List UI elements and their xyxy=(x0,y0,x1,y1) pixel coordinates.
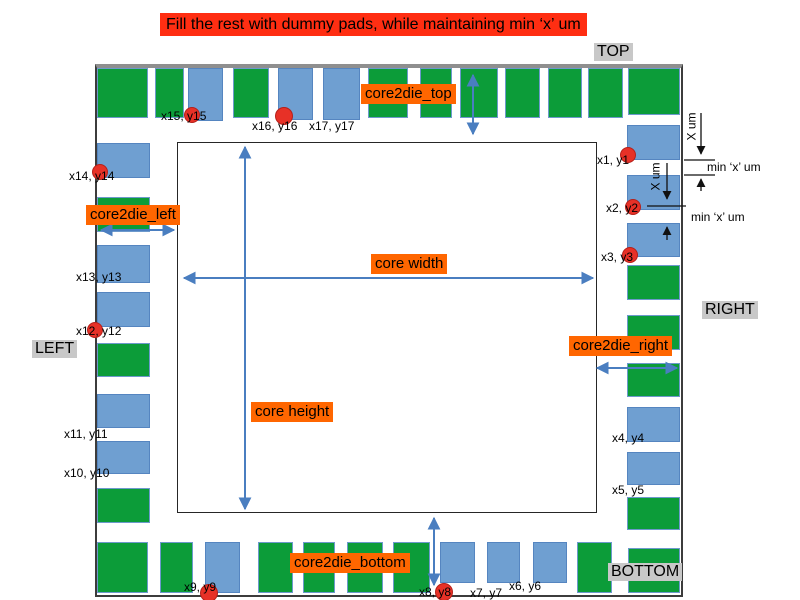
core2die-left-label: core2die_left xyxy=(86,205,180,225)
core2die-top-label: core2die_top xyxy=(361,84,456,104)
x-um-label-inner: X um xyxy=(648,162,663,191)
diagram-title: Fill the rest with dummy pads, while mai… xyxy=(160,13,587,36)
min-x-um-label-2: min ‘x’ um xyxy=(691,210,745,224)
core-height-label: core height xyxy=(251,402,334,422)
region-label-right: RIGHT xyxy=(702,301,758,319)
region-label-bottom: BOTTOM xyxy=(608,563,683,581)
x-um-label-outer: X um xyxy=(684,112,699,141)
region-label-top: TOP xyxy=(594,43,633,61)
min-x-um-label-1: min ‘x’ um xyxy=(707,160,761,174)
core-width-label: core width xyxy=(371,254,448,274)
core2die-bottom-label: core2die_bottom xyxy=(290,553,410,573)
region-label-left: LEFT xyxy=(32,340,78,358)
core-area xyxy=(177,142,597,513)
core2die-right-label: core2die_right xyxy=(569,336,673,356)
